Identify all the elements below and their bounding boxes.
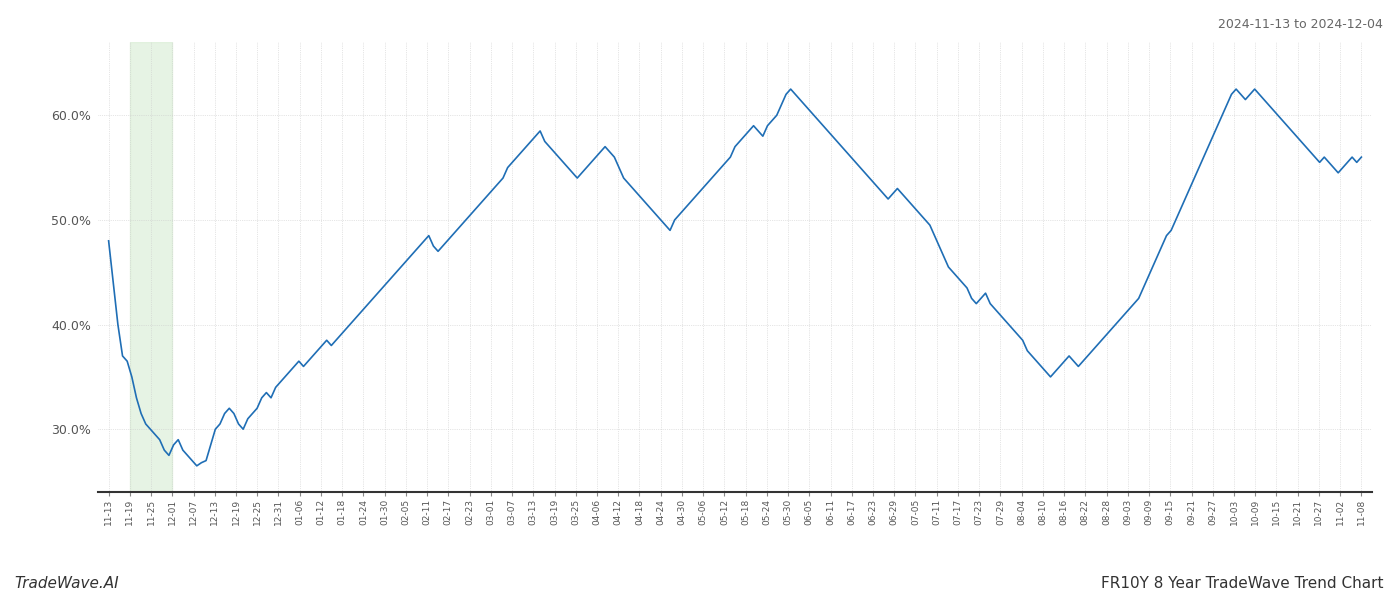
Text: FR10Y 8 Year TradeWave Trend Chart: FR10Y 8 Year TradeWave Trend Chart bbox=[1100, 576, 1383, 591]
Text: 2024-11-13 to 2024-12-04: 2024-11-13 to 2024-12-04 bbox=[1218, 18, 1383, 31]
Text: TradeWave.AI: TradeWave.AI bbox=[14, 576, 119, 591]
Bar bbox=[130, 42, 172, 492]
